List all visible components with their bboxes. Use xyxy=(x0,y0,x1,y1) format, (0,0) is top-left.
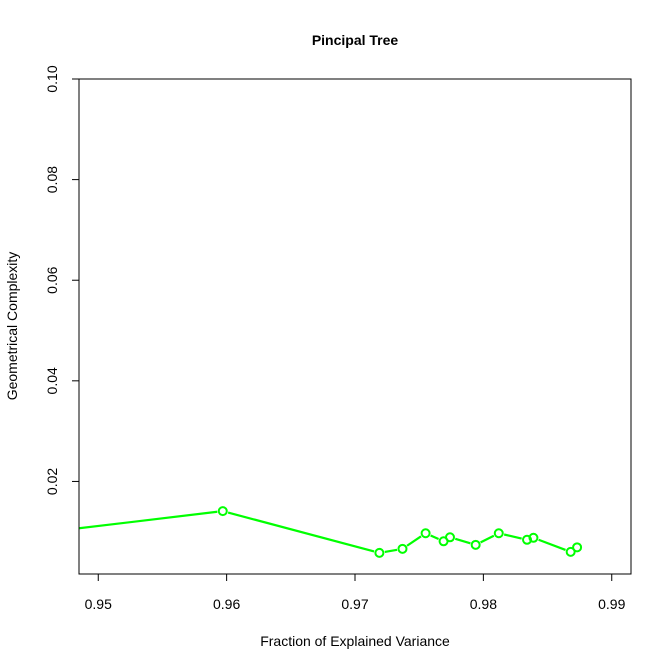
series-line-segment xyxy=(384,548,398,554)
series-line-segment xyxy=(406,535,422,547)
x-tick-label: 0.96 xyxy=(213,596,240,612)
y-tick-label: 0.10 xyxy=(44,65,60,92)
data-point xyxy=(565,546,576,557)
plot-frame xyxy=(78,78,632,575)
series-line-segment xyxy=(79,510,218,530)
data-point xyxy=(397,543,408,554)
y-tick-label: 0.02 xyxy=(44,468,60,495)
x-tick-label: 0.95 xyxy=(85,596,112,612)
y-tick-label: 0.06 xyxy=(44,266,60,293)
plot-series xyxy=(79,506,583,558)
data-point xyxy=(528,532,539,543)
y-tick-label: 0.08 xyxy=(44,166,60,193)
series-line-segment xyxy=(454,537,471,545)
x-tick-label: 0.98 xyxy=(470,596,497,612)
series-line-segment xyxy=(430,534,440,541)
series-line-segment xyxy=(227,511,375,553)
data-point xyxy=(420,528,431,539)
data-point xyxy=(444,532,455,543)
series-line-segment xyxy=(538,538,566,551)
data-point xyxy=(470,539,481,550)
data-point xyxy=(493,528,504,539)
y-axis-label: Geometrical Complexity xyxy=(4,252,20,401)
data-point xyxy=(217,506,228,517)
y-tick-label: 0.04 xyxy=(44,367,60,394)
data-point xyxy=(522,534,533,545)
x-axis-label: Fraction of Explained Variance xyxy=(260,633,450,649)
x-tick-label: 0.97 xyxy=(341,596,368,612)
chart-title: Pincipal Tree xyxy=(312,32,399,48)
x-tick-label: 0.99 xyxy=(598,596,625,612)
series-line-segment xyxy=(480,534,495,544)
data-point xyxy=(572,542,583,553)
x-axis: 0.95 0.96 0.97 0.98 0.99 xyxy=(85,573,626,612)
data-point xyxy=(374,547,385,558)
y-axis: 0.02 0.04 0.06 0.08 0.10 xyxy=(44,65,80,495)
series-line-segment xyxy=(503,533,522,540)
